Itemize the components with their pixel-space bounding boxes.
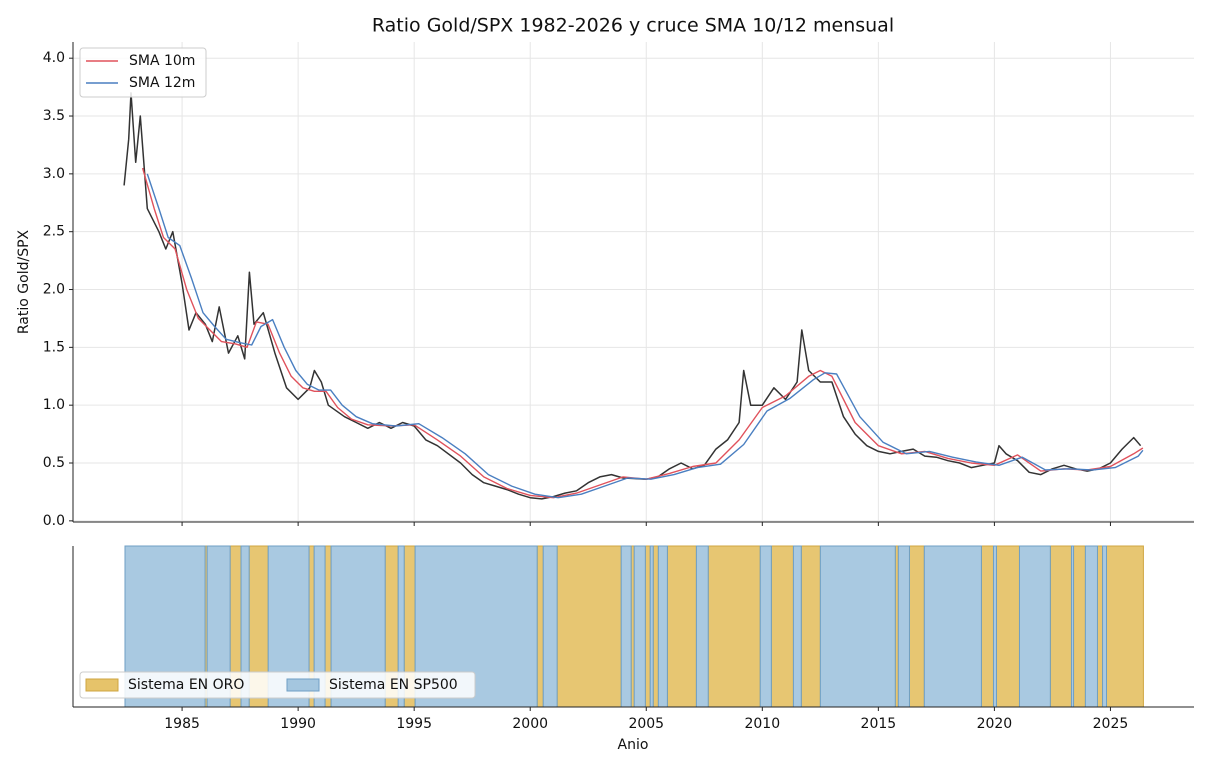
regime-span <box>657 545 668 708</box>
regime-span <box>923 545 982 708</box>
regime-span <box>1096 545 1104 708</box>
y-tick-label: 2.0 <box>43 282 65 298</box>
x-tick-label: 1995 <box>396 716 432 732</box>
regime-span <box>995 545 1020 708</box>
line-series <box>146 173 1144 499</box>
x-tick-label: 1990 <box>280 716 316 732</box>
regime-span <box>1084 545 1098 708</box>
regime-span <box>695 545 709 708</box>
regime-span <box>633 545 646 708</box>
legend-label: SMA 12m <box>129 75 195 91</box>
regime-span <box>792 545 802 708</box>
x-tick-label: 2025 <box>1093 716 1129 732</box>
regime-span <box>652 545 659 708</box>
x-tick-label: 2020 <box>977 716 1013 732</box>
regime-span <box>980 545 994 708</box>
y-tick-label: 1.5 <box>43 339 65 355</box>
regime-span <box>556 545 622 708</box>
x-tick-label: 2005 <box>628 716 664 732</box>
y-axis-label: Ratio Gold/SPX <box>16 229 32 334</box>
legend-label: Sistema EN SP500 <box>329 677 458 693</box>
regime-span <box>897 545 910 708</box>
regime-span <box>1106 545 1144 708</box>
y-tick-label: 4.0 <box>43 50 65 66</box>
legend-label: SMA 10m <box>129 53 195 69</box>
regime-span <box>1070 545 1075 708</box>
regime-span <box>1073 545 1086 708</box>
regime-span <box>542 545 558 708</box>
legend-swatch <box>85 678 119 692</box>
x-tick-label: 2015 <box>861 716 897 732</box>
x-tick-label: 2000 <box>512 716 548 732</box>
regime-span <box>770 545 794 708</box>
regime-span <box>800 545 821 708</box>
legend-box <box>79 671 476 699</box>
y-tick-label: 0.0 <box>43 513 65 529</box>
x-axis-label: Anio <box>618 737 649 753</box>
regime-span <box>1102 545 1108 708</box>
regime-span <box>1018 545 1051 708</box>
line-series <box>141 167 1144 499</box>
x-tick-label: 1985 <box>164 716 200 732</box>
legend-label: Sistema EN ORO <box>128 677 244 693</box>
chart-title: Ratio Gold/SPX 1982-2026 y cruce SMA 10/… <box>372 15 894 37</box>
regime-span <box>620 545 632 708</box>
regime-span <box>644 545 651 708</box>
x-tick-label: 2010 <box>744 716 780 732</box>
regime-span <box>649 545 654 708</box>
regime-span <box>536 545 544 708</box>
y-tick-label: 1.0 <box>43 397 65 413</box>
y-tick-label: 0.5 <box>43 455 65 471</box>
y-tick-label: 3.5 <box>43 108 65 124</box>
regime-span <box>759 545 772 708</box>
regime-span <box>707 545 761 708</box>
y-tick-label: 2.5 <box>43 224 65 240</box>
regime-span <box>992 545 997 708</box>
legend-swatch <box>286 678 320 692</box>
y-tick-label: 3.0 <box>43 166 65 182</box>
regime-span <box>908 545 925 708</box>
regime-span <box>819 545 896 708</box>
regime-span <box>1049 545 1072 708</box>
line-series <box>123 92 1142 500</box>
regime-span <box>666 545 697 708</box>
